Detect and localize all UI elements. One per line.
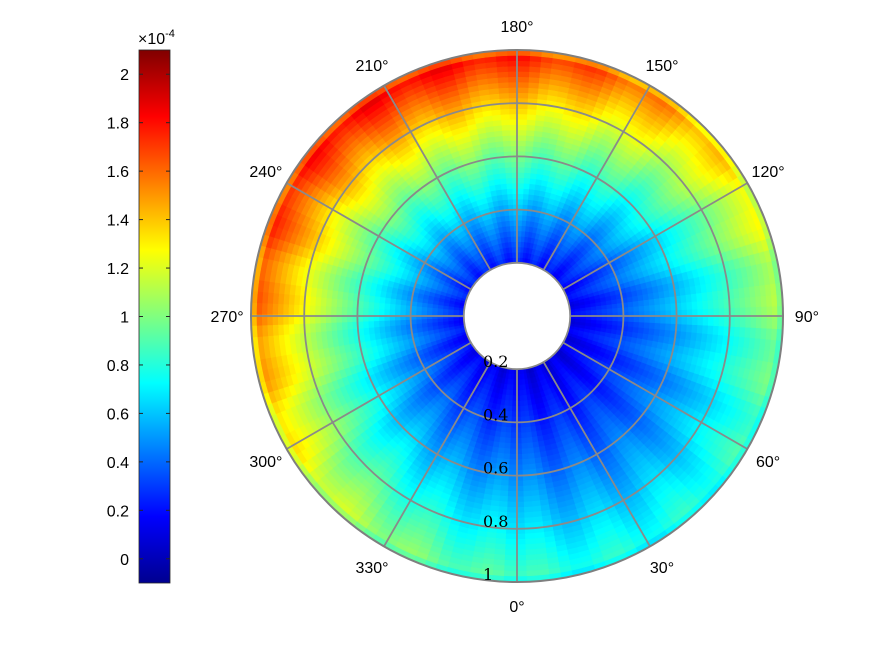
colorbar-tick-label: 0.8 bbox=[107, 358, 129, 375]
colorbar-tick-label: 0.2 bbox=[107, 503, 129, 520]
colorbar-tick-label: 1 bbox=[120, 310, 129, 327]
colorbar-tick-label: 0.6 bbox=[107, 406, 129, 423]
colorbar-ticks: 0 0.2 0.4 0.6 0.8 1 1.2 1.4 1.6 1.8 2 bbox=[107, 67, 170, 569]
colorbar: 0 0.2 0.4 0.6 0.8 1 1.2 1.4 1.6 1.8 2 ×10-4 bbox=[107, 28, 175, 584]
colorbar-tick-label: 0.4 bbox=[107, 455, 129, 472]
colorbar-tick-label: 1.8 bbox=[107, 116, 129, 133]
colorbar-gradient bbox=[138, 49, 171, 584]
polar-plot: 0°30°60°90°120°150°180°210°240°270°300°3… bbox=[211, 19, 819, 616]
colorbar-tick-label: 0 bbox=[120, 552, 129, 569]
colorbar-tick-label: 2 bbox=[120, 67, 129, 84]
colorbar-multiplier: ×10-4 bbox=[138, 28, 175, 48]
colorbar-tick-label: 1.2 bbox=[107, 261, 129, 278]
colorbar-tick-label: 1.6 bbox=[107, 164, 129, 181]
colorbar-tick-label: 1.4 bbox=[107, 213, 129, 230]
polar-heat-surface bbox=[250, 49, 784, 583]
